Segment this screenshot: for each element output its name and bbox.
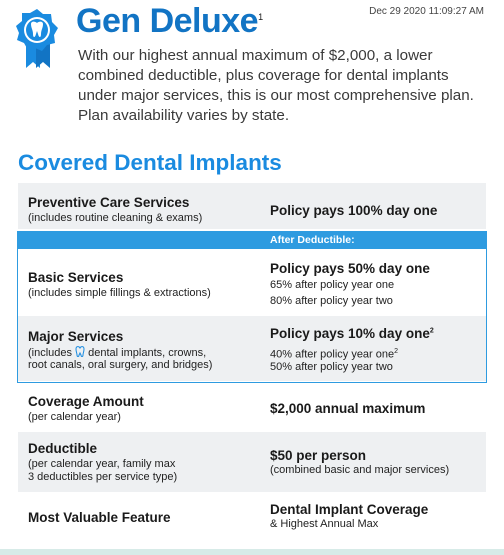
row-label: Most Valuable Feature <box>28 510 171 525</box>
note-text: (includes <box>28 347 76 359</box>
row-note: (includes simple fillings & extractions) <box>28 287 211 299</box>
value-text: Policy pays 10% day one <box>270 326 430 341</box>
section-title: Covered Dental Implants <box>18 150 282 175</box>
timestamp: Dec 29 2020 11:09:27 AM <box>369 6 484 17</box>
row-detail: 40% after policy year one2 <box>270 344 398 363</box>
row-value: Policy pays 50% day one <box>270 261 430 276</box>
footnote-mark: 1 <box>258 12 263 22</box>
footnote-mark: 2 <box>394 348 399 355</box>
footer-strip <box>0 549 504 555</box>
row-note: 3 deductibles per service type) <box>28 471 178 483</box>
row-label: Deductible <box>28 441 98 456</box>
row: Deductible (per calendar year, family ma… <box>18 432 486 492</box>
row: Basic Services (includes simple fillings… <box>18 249 486 316</box>
footnote-mark: 2 <box>429 327 434 335</box>
row-label: Major Services <box>28 329 124 344</box>
row-detail: & Highest Annual Max <box>270 518 379 530</box>
row-value: Policy pays 100% day one <box>270 203 438 218</box>
row-label: Coverage Amount <box>28 394 144 409</box>
row-note: (includes dental implants, crowns, <box>28 346 206 360</box>
tooth-icon <box>75 346 85 357</box>
row: Major Services (includes dental implants… <box>18 316 486 381</box>
row-detail: 80% after policy year two <box>270 295 393 307</box>
row-label: Preventive Care Services <box>28 195 190 210</box>
row-value: Policy pays 10% day one2 <box>270 326 434 341</box>
title: Gen Deluxe1 <box>76 2 263 41</box>
badge-icon <box>16 9 58 68</box>
row-value: $2,000 annual maximum <box>270 401 426 416</box>
row-detail: 50% after policy year two <box>270 361 393 373</box>
row-detail: 65% after policy year one <box>270 279 395 291</box>
detail-text: 40% after policy year one <box>270 348 395 361</box>
deductible-box <box>17 231 487 383</box>
row: Coverage Amount (per calendar year) $2,0… <box>18 384 486 430</box>
note-text: dental implants, crowns, <box>85 347 207 359</box>
row-label: Basic Services <box>28 270 124 285</box>
row-note: (includes routine cleaning & exams) <box>28 212 203 224</box>
row-note: root canals, oral surgery, and bridges) <box>28 359 213 371</box>
row-detail: (combined basic and major services) <box>270 464 450 476</box>
title-text: Gen Deluxe <box>76 2 259 40</box>
band-text: After Deductible: <box>270 234 355 246</box>
band: After Deductible: <box>18 232 486 249</box>
description: With our highest annual maximum of $2,00… <box>78 47 474 124</box>
row-note: (per calendar year) <box>28 411 121 423</box>
row: Preventive Care Services (includes routi… <box>18 183 486 229</box>
row-note: (per calendar year, family max <box>28 458 176 470</box>
row-value: Dental Implant Coverage <box>270 502 429 517</box>
row: Most Valuable Feature Dental Implant Cov… <box>18 495 486 541</box>
row-value: $50 per person <box>270 448 367 463</box>
